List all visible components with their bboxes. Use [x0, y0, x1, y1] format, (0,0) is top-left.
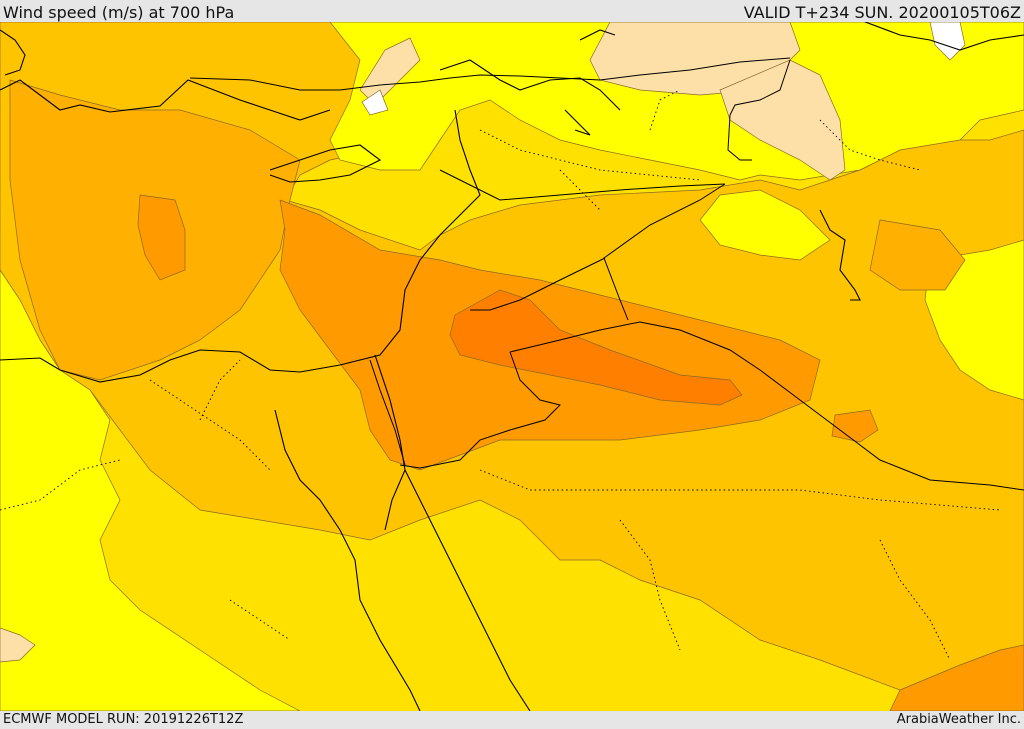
wind-band-sea-core — [137, 194, 186, 281]
wind-band-southeast — [889, 644, 1024, 711]
credit-text: ArabiaWeather Inc. — [896, 712, 1021, 727]
coastlines — [0, 22, 1024, 711]
wind-band-peak — [449, 289, 743, 406]
wind-band-light-corner — [0, 627, 36, 663]
wind-band-east — [869, 219, 966, 291]
wind-band-calm — [361, 89, 389, 116]
wind-speed-map — [0, 22, 1024, 711]
country-borders — [189, 57, 1024, 491]
admin-boundaries — [0, 89, 1001, 661]
model-run: ECMWF MODEL RUN: 20191226T12Z — [3, 712, 244, 727]
wind-band-mideast-yellow — [699, 189, 831, 261]
wind-band-north-yellow — [329, 22, 1024, 181]
wind-band-east-core — [831, 409, 879, 443]
header-bar — [0, 0, 1024, 22]
map-title: Wind speed (m/s) at 700 hPa — [3, 3, 235, 22]
footer-bar — [0, 711, 1024, 729]
wind-band-light-east — [719, 59, 846, 181]
wind-band-west-yellow — [0, 269, 301, 711]
valid-time: VALID T+234 SUN. 20200105T06Z — [743, 3, 1021, 22]
